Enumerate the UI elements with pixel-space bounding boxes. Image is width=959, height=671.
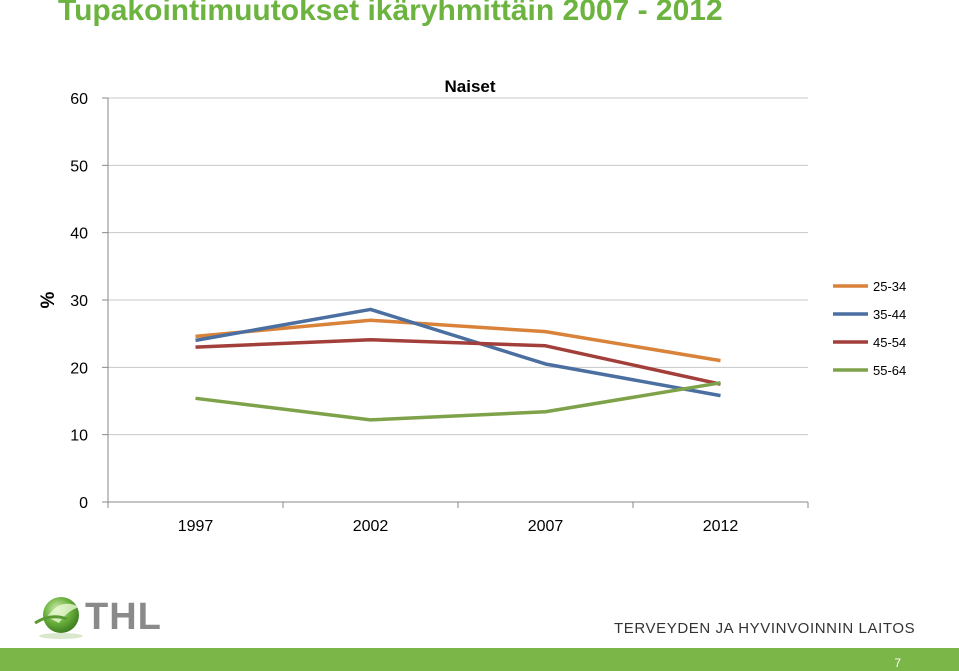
y-tick-label: 60 bbox=[70, 91, 88, 108]
axes bbox=[102, 97, 809, 508]
series-lines bbox=[195, 307, 721, 422]
legend-label-35-44: 35-44 bbox=[873, 307, 906, 322]
chart-title: Naiset bbox=[444, 77, 495, 96]
legend: 25-34 35-44 45-54 55-64 bbox=[833, 279, 906, 378]
y-axis-label: % bbox=[38, 291, 59, 308]
footer-bar: 7 bbox=[0, 648, 959, 671]
institute-name: TERVEYDEN JA HYVINVOINNIN LAITOS bbox=[614, 620, 916, 637]
x-tick-label: 2002 bbox=[353, 518, 389, 535]
y-tick-label: 50 bbox=[70, 158, 88, 175]
y-tick-label: 30 bbox=[70, 293, 88, 310]
legend-label-55-64: 55-64 bbox=[873, 363, 906, 378]
legend-label-25-34: 25-34 bbox=[873, 279, 906, 294]
slide-title: Tupakointimuutokset ikäryhmittäin 2007 -… bbox=[58, 0, 723, 27]
y-tick-label: 0 bbox=[79, 495, 88, 512]
gridlines bbox=[108, 97, 808, 436]
legend-label-45-54: 45-54 bbox=[873, 335, 906, 350]
line-chart: 0 10 20 30 40 50 60 1997 2002 2007 2012 25-34 35-44… bbox=[38, 77, 906, 535]
series-line-55-64 bbox=[195, 381, 721, 422]
x-tick-label: 2007 bbox=[528, 518, 564, 535]
series-line-45-54 bbox=[195, 337, 721, 386]
page-number: 7 bbox=[894, 656, 901, 670]
tick-labels: 0 10 20 30 40 50 60 1997 2002 2007 2012 bbox=[70, 91, 738, 535]
x-tick-label: 2012 bbox=[703, 518, 739, 535]
series-line-25-34 bbox=[195, 318, 721, 363]
series-line-35-44 bbox=[195, 307, 721, 398]
y-tick-label: 20 bbox=[70, 360, 88, 377]
thl-logo bbox=[33, 593, 163, 639]
y-tick-label: 40 bbox=[70, 226, 88, 243]
leaf-globe-icon bbox=[34, 597, 83, 639]
logo-text: THL bbox=[85, 596, 162, 638]
x-tick-label: 1997 bbox=[178, 518, 214, 535]
y-tick-label: 10 bbox=[70, 428, 88, 445]
